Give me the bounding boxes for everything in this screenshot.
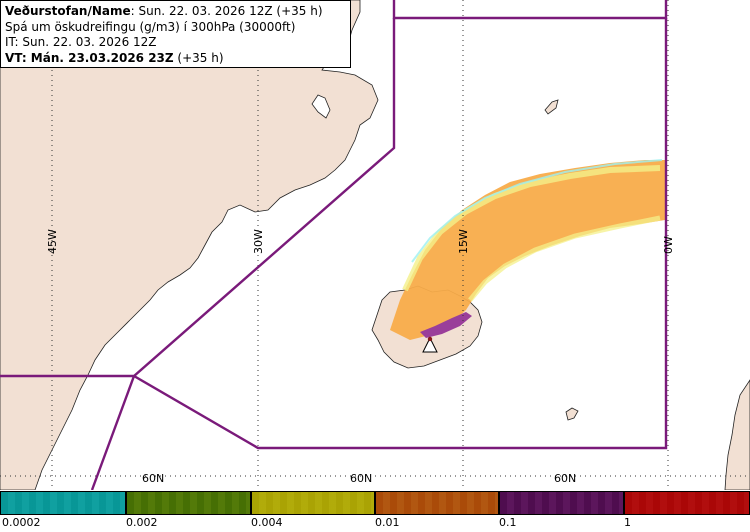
info-line-3: IT: Sun. 22. 03. 2026 12Z bbox=[5, 35, 157, 49]
lon-label-45w: 45W bbox=[46, 229, 59, 254]
info-valid-time: VT: Mán. 23.03.2026 23Z bbox=[5, 50, 174, 65]
forecast-info-box: Veðurstofan/Name: Sun. 22. 03. 2026 12Z … bbox=[0, 0, 351, 68]
lat-label-60n-2: 60N bbox=[350, 472, 372, 485]
legend-tick-1: 0.002 bbox=[126, 516, 158, 529]
info-line-4: VT: Mán. 23.03.2026 23Z (+35 h) bbox=[5, 51, 346, 67]
info-line-1: Veðurstofan/Name: Sun. 22. 03. 2026 12Z … bbox=[5, 4, 346, 20]
legend-tick-4: 0.1 bbox=[499, 516, 517, 529]
volcano-triangle-icon bbox=[422, 336, 438, 353]
fir-boundary bbox=[0, 0, 668, 490]
info-issue-time: : Sun. 22. 03. 2026 12Z (+35 h) bbox=[130, 4, 323, 18]
ash-plume-yellow-lower bbox=[468, 215, 661, 302]
legend-bin-6 bbox=[624, 491, 750, 515]
lon-label-15w: 15W bbox=[457, 229, 470, 254]
info-line-2: Spá um öskudreifingu (g/m3) í 300hPa (30… bbox=[5, 19, 296, 34]
info-issuer-label: Veðurstofan/Name bbox=[5, 4, 131, 18]
faroe-islands bbox=[565, 407, 579, 421]
ash-plume-yellow bbox=[402, 165, 661, 292]
legend-bin-3 bbox=[251, 491, 375, 515]
legend-bin-1 bbox=[0, 491, 126, 515]
ash-plume-orange bbox=[390, 160, 665, 340]
lat-label-60n-1: 60N bbox=[142, 472, 164, 485]
greenland-fjord bbox=[311, 94, 331, 119]
legend-tick-3: 0.01 bbox=[375, 516, 400, 529]
graticule bbox=[0, 0, 750, 490]
legend-bin-2 bbox=[126, 491, 251, 515]
norway-land bbox=[724, 379, 750, 490]
ash-plume-cyan bbox=[411, 159, 663, 263]
concentration-legend: 0.0002 0.002 0.004 0.01 0.1 1 bbox=[0, 490, 750, 532]
legend-tick-0: 0.0002 bbox=[2, 516, 41, 529]
ash-plume-purple bbox=[420, 312, 472, 338]
legend-tick-5: 1 bbox=[624, 516, 631, 529]
legend-bin-4 bbox=[375, 491, 499, 515]
lon-label-30w: 30W bbox=[252, 229, 265, 254]
jan-mayen-island bbox=[544, 99, 559, 115]
ash-dispersion-map: 45W 30W 15W 0W 60N 60N 60N bbox=[0, 0, 750, 490]
info-valid-offset: (+35 h) bbox=[173, 50, 224, 65]
legend-bin-5 bbox=[499, 491, 624, 515]
lon-label-0w: 0W bbox=[662, 236, 675, 254]
lat-label-60n-3: 60N bbox=[554, 472, 576, 485]
legend-tick-2: 0.004 bbox=[251, 516, 283, 529]
